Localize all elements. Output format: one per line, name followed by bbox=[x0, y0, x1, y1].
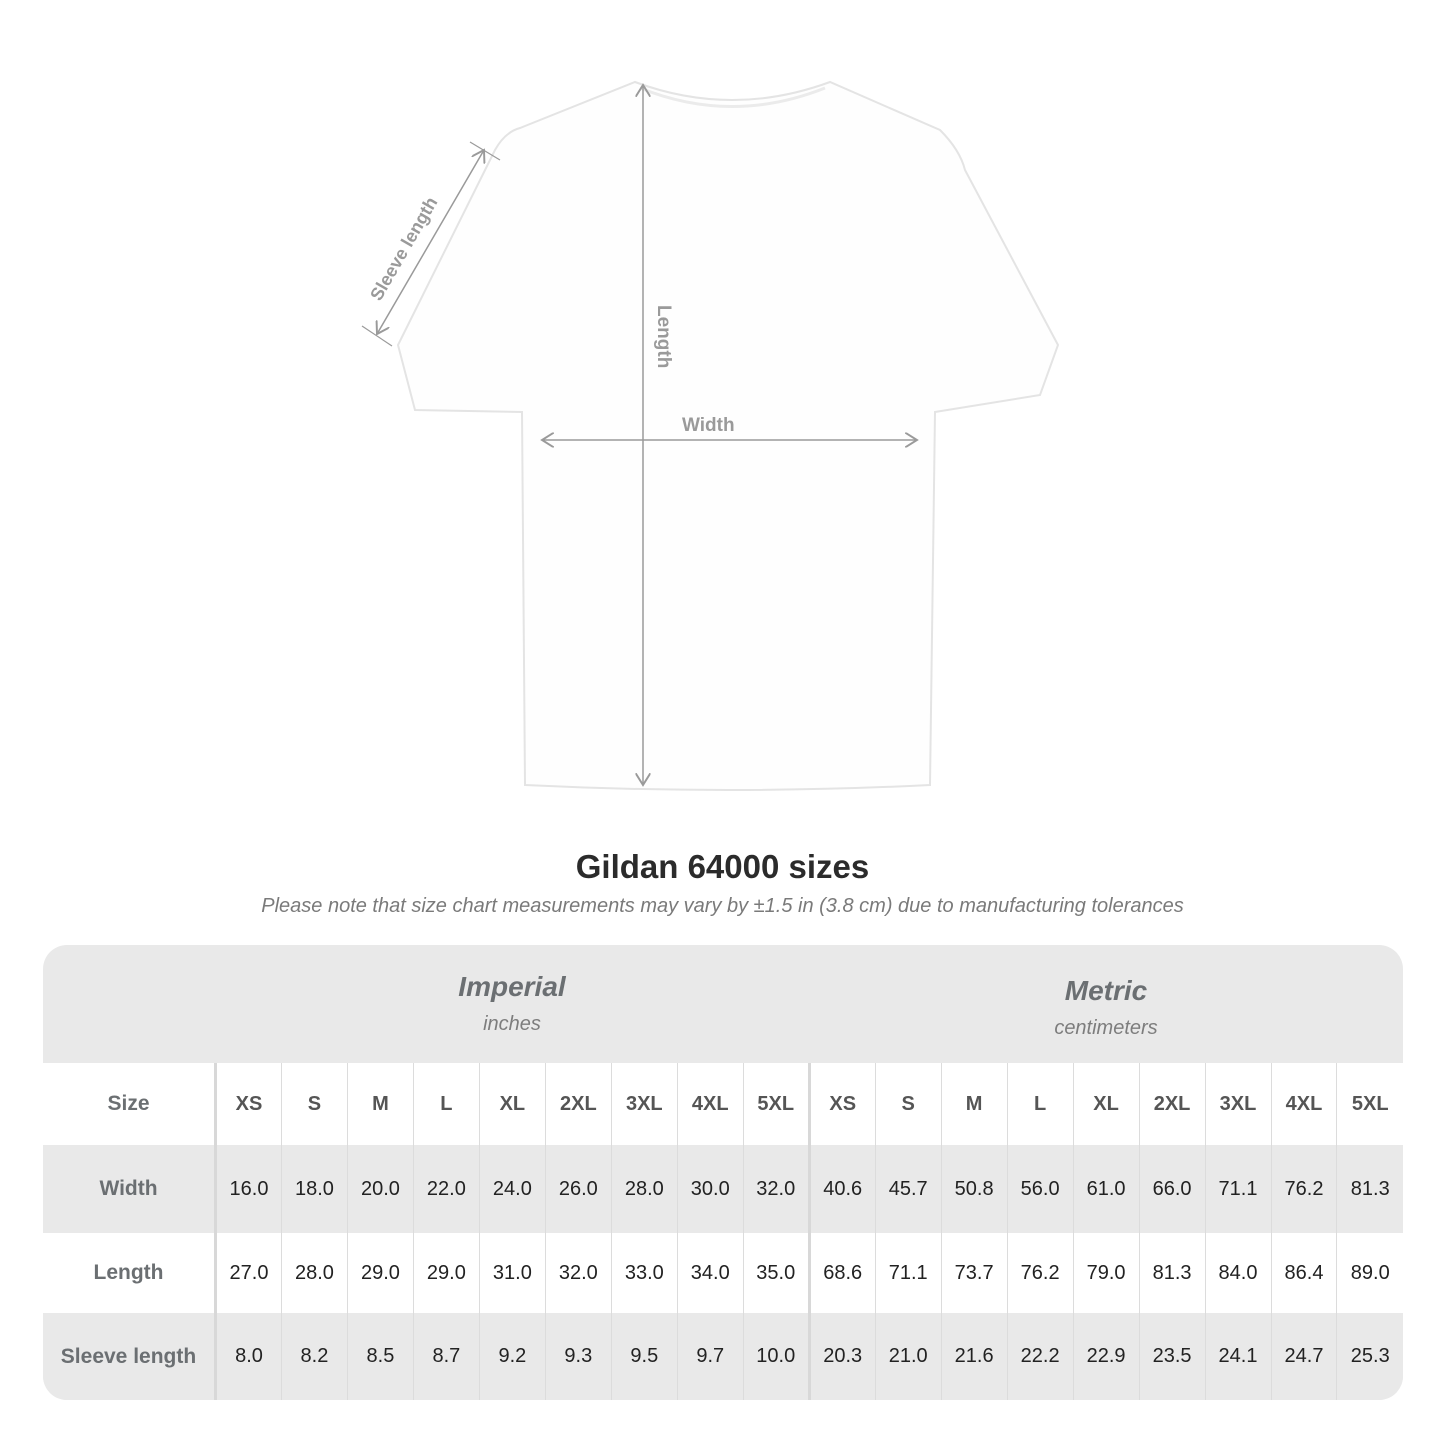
metric-cell: 22.9 bbox=[1072, 1313, 1140, 1400]
row-label: Width bbox=[43, 1145, 217, 1233]
imperial-cell: 28.0 bbox=[610, 1145, 678, 1233]
imperial-cell: 35.0 bbox=[742, 1233, 810, 1313]
imperial-size-M: M bbox=[346, 1063, 414, 1145]
imperial-cell: 31.0 bbox=[478, 1233, 546, 1313]
metric-size-M: M bbox=[940, 1063, 1008, 1145]
imperial-cell: 18.0 bbox=[280, 1145, 348, 1233]
imperial-cell: 16.0 bbox=[215, 1145, 282, 1233]
imperial-size-3XL: 3XL bbox=[610, 1063, 678, 1145]
size-header-row: Size XS S M L XL 2XL 3XL 4XL 5XL XS S M L XL 2XL 3XL 4XL 5… bbox=[43, 1063, 1403, 1145]
imperial-cell: 20.0 bbox=[346, 1145, 414, 1233]
metric-cell: 81.3 bbox=[1336, 1145, 1403, 1233]
metric-cell: 71.1 bbox=[874, 1233, 942, 1313]
imperial-size-2XL: 2XL bbox=[544, 1063, 612, 1145]
metric-cell: 73.7 bbox=[940, 1233, 1008, 1313]
row-label: Length bbox=[43, 1233, 217, 1313]
metric-size-L: L bbox=[1006, 1063, 1074, 1145]
size-label: Size bbox=[43, 1063, 217, 1145]
imperial-size-4XL: 4XL bbox=[676, 1063, 744, 1145]
imperial-cell: 33.0 bbox=[610, 1233, 678, 1313]
metric-cell: 25.3 bbox=[1336, 1313, 1403, 1400]
imperial-cell: 29.0 bbox=[346, 1233, 414, 1313]
metric-cell: 81.3 bbox=[1138, 1233, 1206, 1313]
imperial-cell: 32.0 bbox=[742, 1145, 810, 1233]
metric-unit: centimeters bbox=[1054, 1017, 1158, 1039]
row-label: Sleeve length bbox=[43, 1313, 217, 1400]
metric-cell: 84.0 bbox=[1204, 1233, 1271, 1313]
metric-cell: 50.8 bbox=[940, 1145, 1008, 1233]
metric-cell: 79.0 bbox=[1072, 1233, 1140, 1313]
metric-title: Metric bbox=[1064, 975, 1148, 1006]
length-label: Length bbox=[653, 305, 674, 368]
imperial-cell: 8.5 bbox=[346, 1313, 414, 1400]
metric-size-5XL: 5XL bbox=[1336, 1063, 1403, 1145]
imperial-cell: 9.7 bbox=[676, 1313, 744, 1400]
tshirt-image bbox=[396, 80, 1060, 791]
metric-cell: 76.2 bbox=[1006, 1233, 1074, 1313]
size-table: Size XS S M L XL 2XL 3XL 4XL 5XL XS S M L XL 2XL 3XL 4XL 5… bbox=[43, 1063, 1403, 1400]
metric-size-2XL: 2XL bbox=[1138, 1063, 1206, 1145]
metric-size-S: S bbox=[874, 1063, 942, 1145]
metric-cell: 71.1 bbox=[1204, 1145, 1271, 1233]
metric-cell: 45.7 bbox=[874, 1145, 942, 1233]
imperial-size-XL: XL bbox=[478, 1063, 546, 1145]
sleeve-measure-line bbox=[377, 150, 484, 334]
tshirt-diagram: Sleeve length Length Width bbox=[361, 80, 1060, 791]
imperial-size-5XL: 5XL bbox=[742, 1063, 810, 1145]
imperial-cell: 27.0 bbox=[215, 1233, 282, 1313]
imperial-cell: 8.2 bbox=[280, 1313, 348, 1400]
metric-cell: 21.6 bbox=[940, 1313, 1008, 1400]
metric-cell: 76.2 bbox=[1270, 1145, 1337, 1233]
metric-cell: 86.4 bbox=[1270, 1233, 1337, 1313]
imperial-size-XS: XS bbox=[215, 1063, 282, 1145]
metric-size-XS: XS bbox=[807, 1063, 876, 1145]
metric-cell: 20.3 bbox=[807, 1313, 876, 1400]
imperial-unit: inches bbox=[483, 1013, 541, 1035]
metric-cell: 23.5 bbox=[1138, 1313, 1206, 1400]
metric-cell: 56.0 bbox=[1006, 1145, 1074, 1233]
metric-size-XL: XL bbox=[1072, 1063, 1140, 1145]
imperial-title: Imperial bbox=[458, 971, 566, 1002]
imperial-cell: 28.0 bbox=[280, 1233, 348, 1313]
imperial-cell: 34.0 bbox=[676, 1233, 744, 1313]
metric-cell: 40.6 bbox=[807, 1145, 876, 1233]
metric-cell: 89.0 bbox=[1336, 1233, 1403, 1313]
width-label: Width bbox=[682, 415, 735, 436]
table-row: Length 27.0 28.0 29.0 29.0 31.0 32.0 33.0 34.0 35… bbox=[43, 1233, 1403, 1313]
metric-size-3XL: 3XL bbox=[1204, 1063, 1271, 1145]
imperial-cell: 22.0 bbox=[412, 1145, 480, 1233]
metric-cell: 22.2 bbox=[1006, 1313, 1074, 1400]
imperial-size-L: L bbox=[412, 1063, 480, 1145]
page-title: Gildan 64000 sizes bbox=[575, 848, 870, 885]
imperial-cell: 9.3 bbox=[544, 1313, 612, 1400]
table-row: Sleeve length 8.0 8.2 8.5 8.7 9.2 9.3 9.5 9.7 10.… bbox=[43, 1313, 1403, 1400]
metric-header: Metric centimeters bbox=[809, 945, 1403, 1063]
metric-cell: 61.0 bbox=[1072, 1145, 1140, 1233]
imperial-cell: 26.0 bbox=[544, 1145, 612, 1233]
imperial-cell: 10.0 bbox=[742, 1313, 810, 1400]
metric-cell: 24.7 bbox=[1270, 1313, 1337, 1400]
imperial-size-S: S bbox=[280, 1063, 348, 1145]
metric-size-4XL: 4XL bbox=[1270, 1063, 1337, 1145]
imperial-cell: 29.0 bbox=[412, 1233, 480, 1313]
tolerance-note: Please note that size chart measurements… bbox=[261, 895, 1184, 917]
metric-cell: 21.0 bbox=[874, 1313, 942, 1400]
imperial-cell: 32.0 bbox=[544, 1233, 612, 1313]
imperial-cell: 30.0 bbox=[676, 1145, 744, 1233]
metric-cell: 66.0 bbox=[1138, 1145, 1206, 1233]
table-row: Width 16.0 18.0 20.0 22.0 24.0 26.0 28.0 30.0 32.… bbox=[43, 1145, 1403, 1233]
imperial-cell: 9.2 bbox=[478, 1313, 546, 1400]
size-table-card: Imperial inches Metric centimeters Size X… bbox=[43, 945, 1403, 1400]
imperial-header: Imperial inches bbox=[215, 945, 809, 1063]
metric-cell: 24.1 bbox=[1204, 1313, 1271, 1400]
imperial-cell: 9.5 bbox=[610, 1313, 678, 1400]
imperial-cell: 8.0 bbox=[215, 1313, 282, 1400]
imperial-cell: 24.0 bbox=[478, 1145, 546, 1233]
imperial-cell: 8.7 bbox=[412, 1313, 480, 1400]
metric-cell: 68.6 bbox=[807, 1233, 876, 1313]
